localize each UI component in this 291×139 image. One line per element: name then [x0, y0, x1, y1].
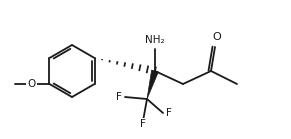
Text: O: O [213, 32, 221, 42]
Text: F: F [166, 108, 172, 118]
Text: O: O [27, 79, 36, 89]
Text: F: F [140, 119, 146, 129]
Text: NH₂: NH₂ [145, 35, 165, 45]
Polygon shape [147, 70, 158, 99]
Text: F: F [116, 92, 122, 102]
